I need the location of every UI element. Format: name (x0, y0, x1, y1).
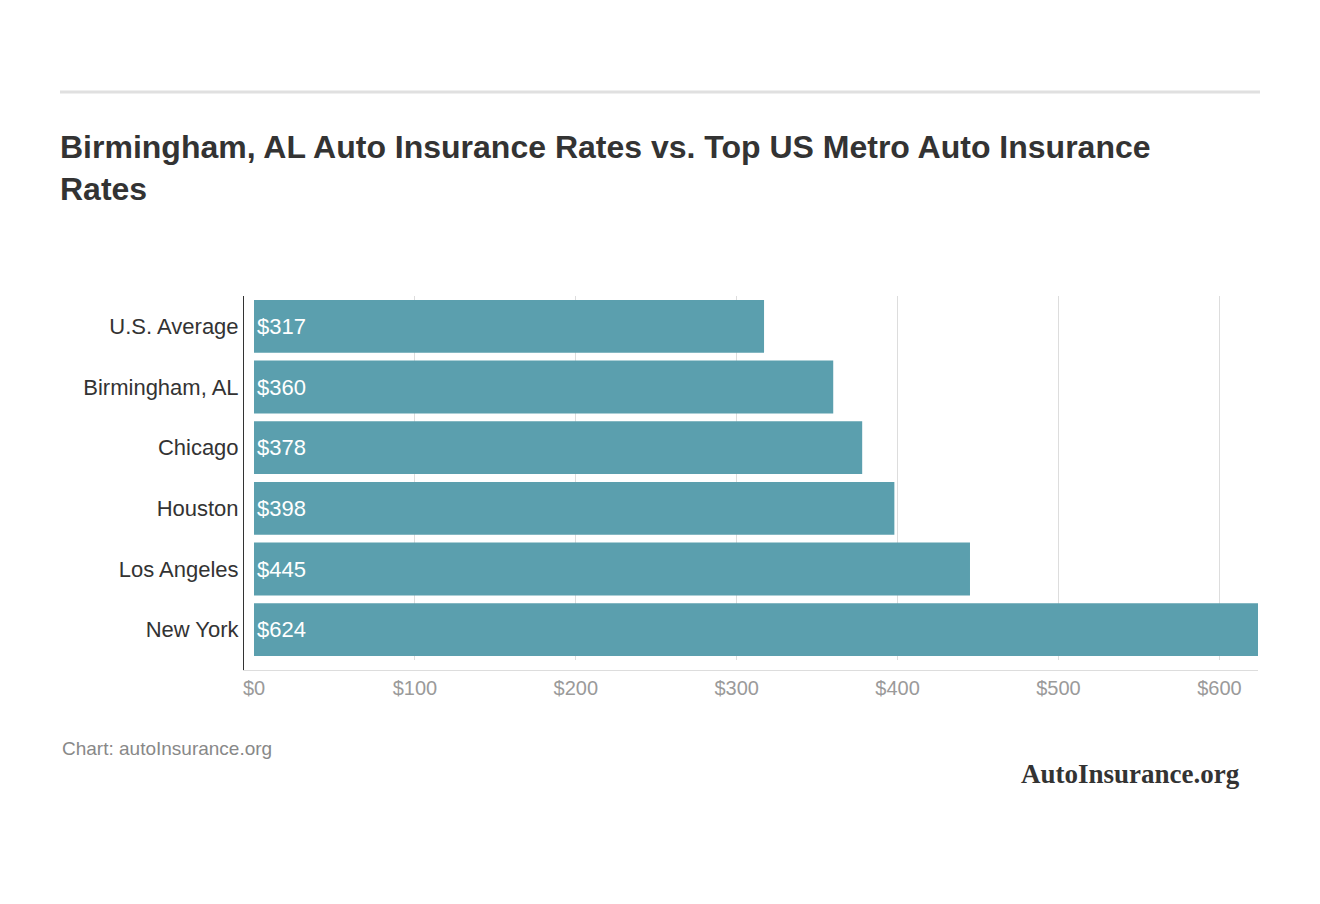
svg-text:Birmingham, AL: Birmingham, AL (83, 375, 238, 400)
svg-text:Birmingham, AL Auto Insurance: Birmingham, AL Auto Insurance Rates vs. … (60, 129, 1151, 207)
svg-text:Chicago: Chicago (158, 435, 239, 460)
svg-text:$398: $398 (257, 496, 306, 521)
svg-text:$100: $100 (393, 677, 438, 699)
svg-text:Chart: autoInsurance.org: Chart: autoInsurance.org (62, 738, 272, 759)
svg-text:Los Angeles: Los Angeles (119, 557, 239, 582)
svg-text:$317: $317 (257, 314, 306, 339)
svg-text:$300: $300 (714, 677, 759, 699)
svg-text:$0: $0 (243, 677, 265, 699)
svg-text:New York: New York (146, 617, 240, 642)
svg-text:$445: $445 (257, 557, 306, 582)
svg-text:$200: $200 (554, 677, 599, 699)
svg-text:U.S. Average: U.S. Average (109, 314, 238, 339)
svg-text:$624: $624 (257, 617, 306, 642)
svg-text:AutoInsurance.org: AutoInsurance.org (1021, 759, 1240, 789)
svg-text:$378: $378 (257, 435, 306, 460)
svg-text:$360: $360 (257, 375, 306, 400)
svg-text:$600: $600 (1197, 677, 1242, 699)
svg-text:Houston: Houston (157, 496, 239, 521)
svg-text:$500: $500 (1036, 677, 1081, 699)
svg-text:$400: $400 (875, 677, 920, 699)
